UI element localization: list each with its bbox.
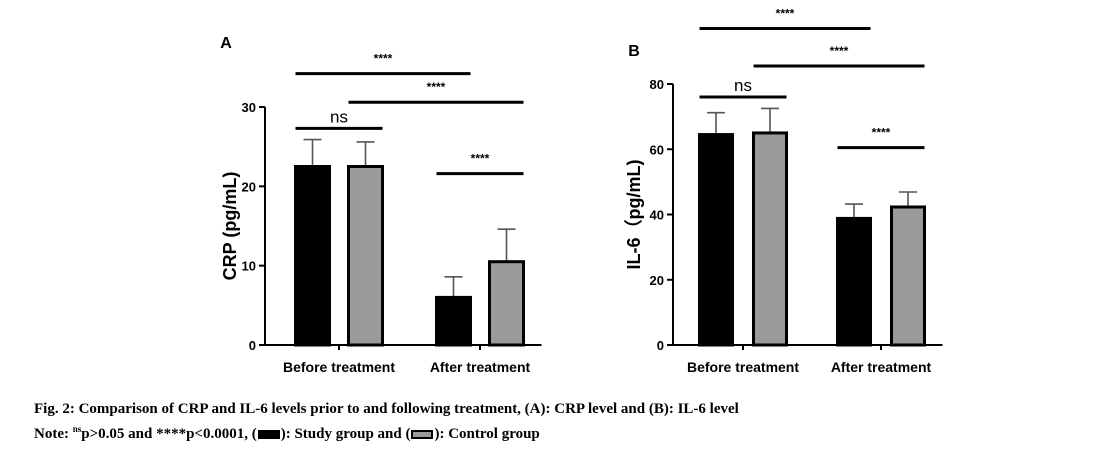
figure-note: Note: nsp>0.05 and ****p<0.0001, ( ): Stu… [34, 424, 540, 443]
y-tick-label: 0 [657, 338, 664, 353]
bar-study [698, 133, 734, 347]
bar-study [294, 165, 331, 347]
y-tick-label: 30 [242, 100, 256, 115]
figure-canvas: A CRP (pg/mL) 0 10 20 30 Before treatment After… [220, 7, 943, 375]
note-study: ): Study group and ( [280, 426, 411, 442]
significance-label: **** [872, 126, 891, 140]
y-tick-label: 40 [650, 208, 664, 223]
note-control: ): Control group [434, 426, 540, 442]
significance-label: **** [427, 80, 446, 94]
note-middle: p>0.05 and ****p<0.0001, ( [81, 426, 257, 442]
bar-control [890, 205, 926, 347]
y-tick-label: 60 [650, 142, 664, 157]
x-tick-label: Before treatment [283, 359, 395, 375]
significance-label: **** [471, 152, 490, 166]
ns-superscript: ns [72, 424, 82, 434]
note-prefix: Note: [34, 426, 73, 442]
significance-label: **** [776, 7, 795, 21]
panel-label: A [220, 35, 232, 52]
bar-control [488, 260, 525, 347]
y-tick-label: 80 [650, 77, 664, 92]
y-tick-label: 10 [242, 259, 256, 274]
y-tick-label: 0 [249, 338, 256, 353]
study-group-swatch-icon [257, 430, 280, 440]
x-tick-label: Before treatment [687, 359, 799, 375]
bar-control [752, 131, 788, 347]
panel-label: B [628, 43, 640, 60]
significance-label: ns [734, 76, 752, 95]
significance-label: ns [330, 107, 348, 126]
bar-control [347, 165, 384, 347]
y-axis-label: CRP (pg/mL) [220, 172, 240, 281]
figure-caption: Fig. 2: Comparison of CRP and IL-6 level… [34, 401, 739, 418]
y-tick-label: 20 [650, 273, 664, 288]
bar-study [435, 295, 472, 347]
significance-label: **** [830, 44, 849, 58]
significance-label: **** [374, 52, 393, 66]
y-tick-label: 20 [242, 179, 256, 194]
x-tick-label: After treatment [831, 359, 932, 375]
control-group-swatch-icon [411, 430, 434, 440]
caption-title: Fig. 2: Comparison of CRP and IL-6 level… [34, 401, 739, 417]
bar-study [836, 216, 872, 347]
panel-b: B IL-6（pg/mL) 0 20 40 60 80 Before treatment Aft… [624, 7, 943, 375]
panel-a: A CRP (pg/mL) 0 10 20 30 Before treatment After… [220, 35, 542, 375]
y-axis-label: IL-6（pg/mL) [624, 160, 644, 270]
x-tick-label: After treatment [430, 359, 531, 375]
